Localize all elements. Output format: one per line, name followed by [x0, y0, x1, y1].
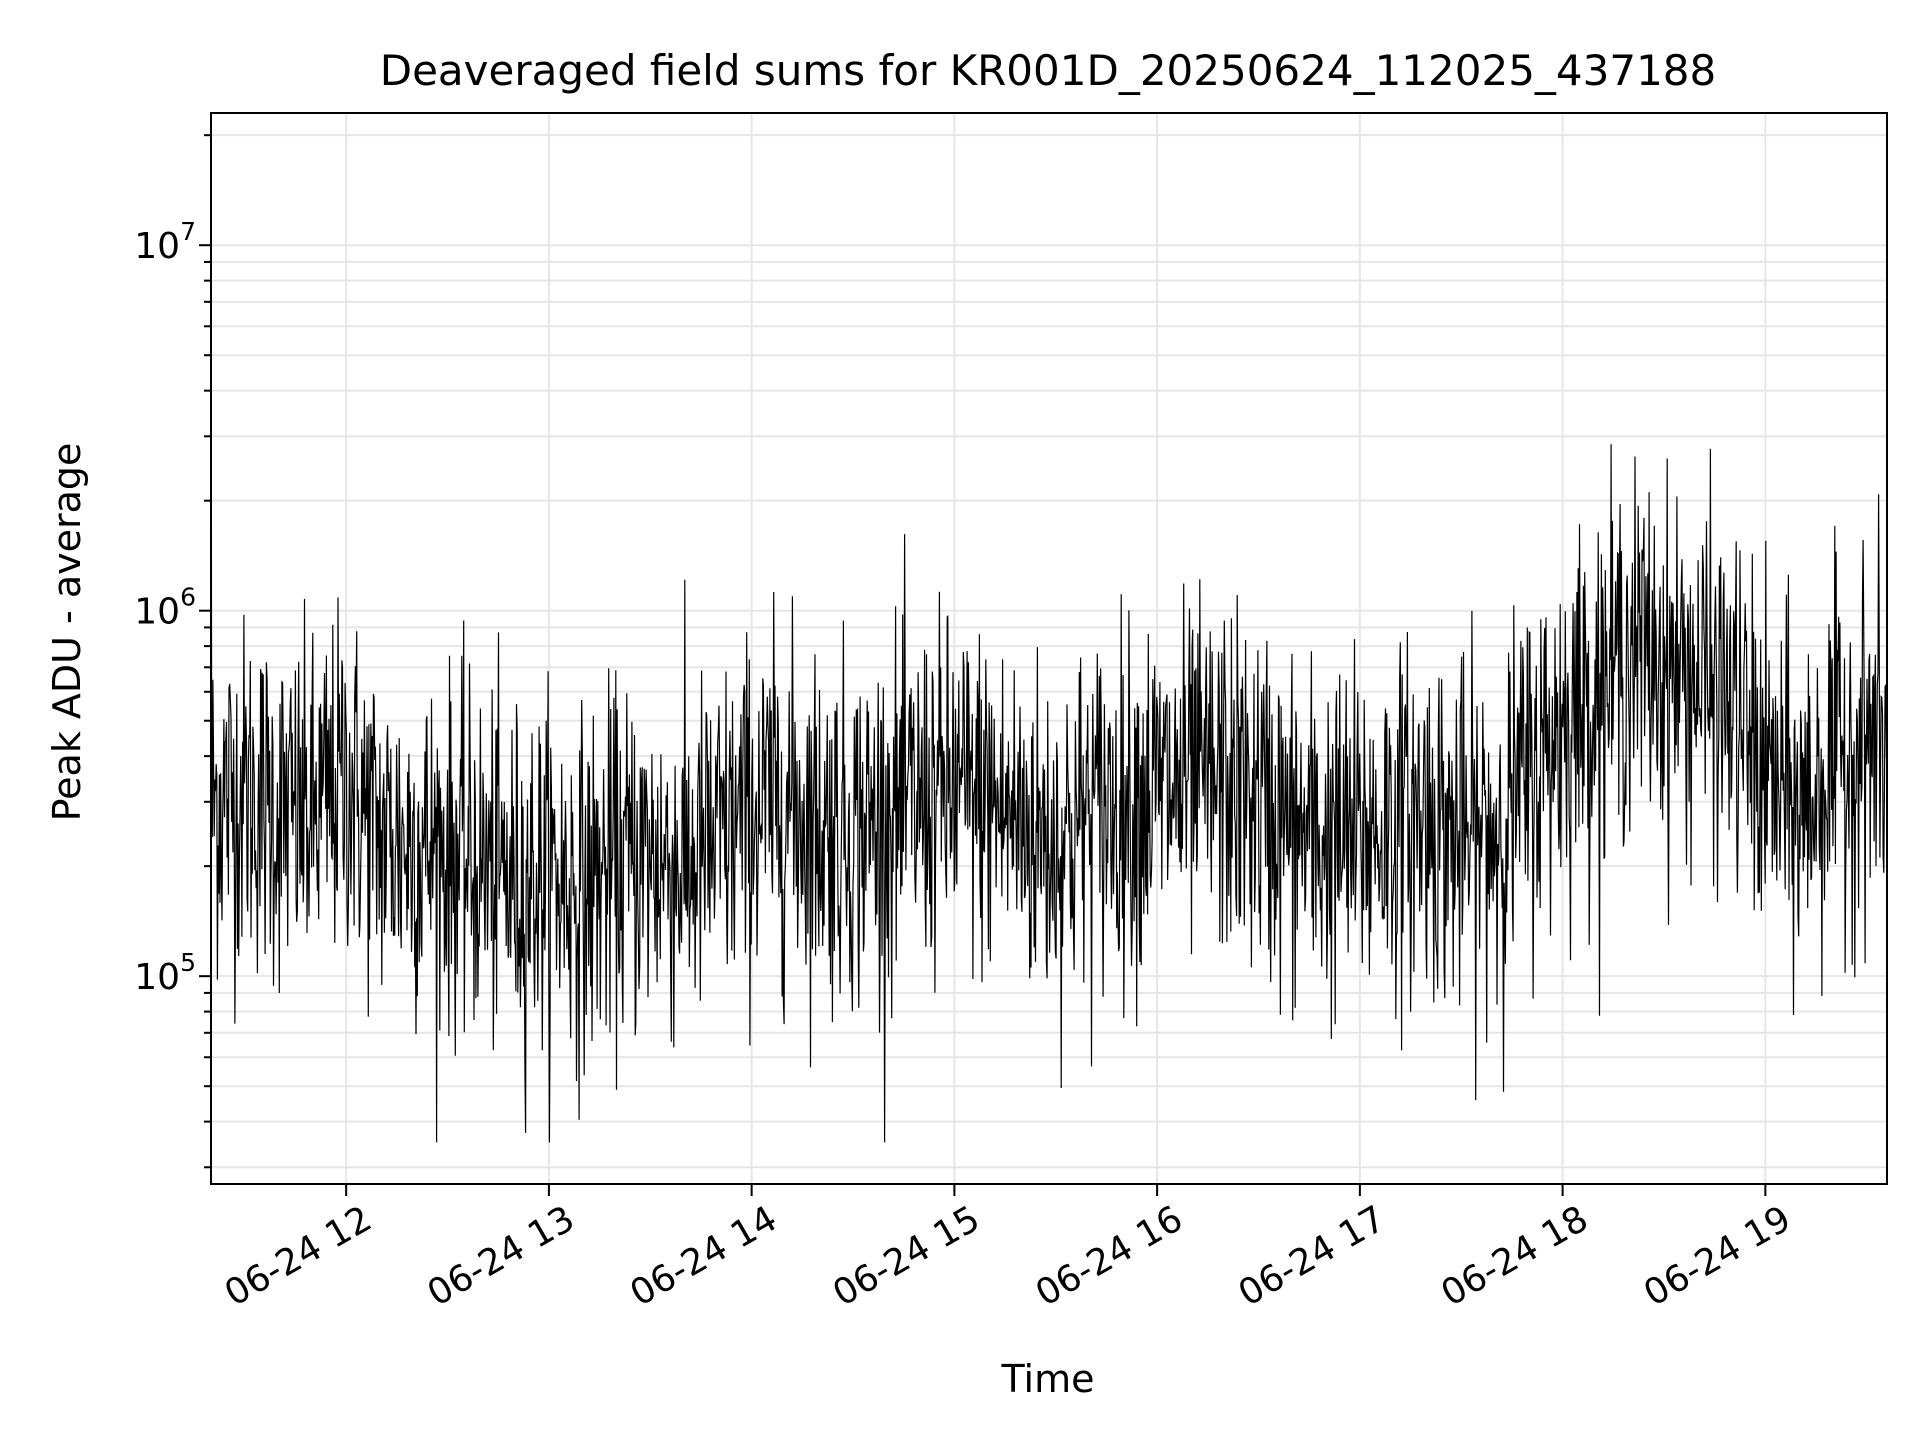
- x-tick-label: 06-24 14: [623, 1198, 784, 1314]
- y-tick-label: 107: [134, 217, 196, 267]
- y-tick-label: 106: [134, 583, 196, 633]
- x-tick-label: 06-24 17: [1232, 1198, 1393, 1314]
- x-tick-label: 06-24 18: [1434, 1198, 1595, 1314]
- x-tick-label: 06-24 12: [218, 1198, 379, 1314]
- x-tick-label: 06-24 13: [421, 1198, 582, 1314]
- series-line: [210, 151, 1888, 1143]
- y-tick-exponent: 5: [180, 948, 196, 977]
- y-tick-label: 105: [134, 948, 196, 998]
- x-axis-label: Time: [1001, 1357, 1095, 1401]
- data-line: [210, 151, 1888, 1143]
- y-tick-base: 10: [134, 592, 180, 633]
- x-tick-label: 06-24 16: [1029, 1198, 1190, 1314]
- y-axis-label: Peak ADU - average: [45, 443, 89, 822]
- x-tick-label: 06-24 15: [826, 1198, 987, 1314]
- plot-frame: [210, 112, 1888, 1185]
- y-tick-exponent: 6: [180, 583, 196, 612]
- x-tick-label: 06-24 19: [1637, 1198, 1798, 1314]
- chart-title: Deaveraged field sums for KR001D_2025062…: [380, 46, 1717, 95]
- grid-lines: [211, 113, 1887, 1184]
- y-tick-base: 10: [134, 226, 180, 267]
- y-tick-base: 10: [134, 957, 180, 998]
- y-tick-exponent: 7: [180, 217, 196, 246]
